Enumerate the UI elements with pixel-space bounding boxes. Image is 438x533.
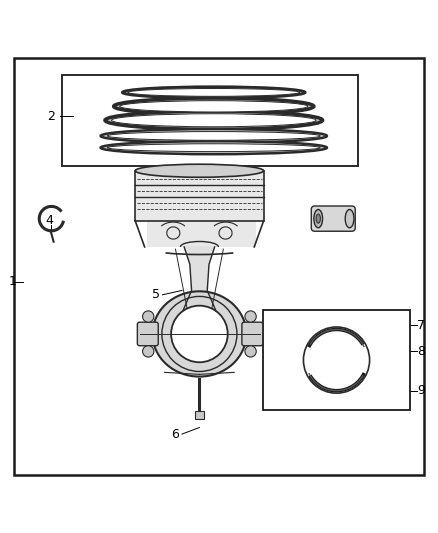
- Ellipse shape: [314, 209, 322, 228]
- Text: 6: 6: [172, 427, 180, 441]
- Text: 1: 1: [8, 275, 16, 288]
- Text: 3: 3: [321, 219, 329, 232]
- Circle shape: [245, 346, 256, 357]
- Text: 9: 9: [417, 384, 425, 397]
- Ellipse shape: [128, 88, 300, 96]
- Ellipse shape: [101, 141, 327, 154]
- Bar: [135, 171, 264, 221]
- Ellipse shape: [135, 164, 264, 177]
- Ellipse shape: [316, 214, 321, 223]
- Ellipse shape: [107, 144, 320, 151]
- Circle shape: [171, 305, 228, 362]
- FancyBboxPatch shape: [242, 322, 263, 346]
- Bar: [262, 310, 410, 410]
- Text: 4: 4: [45, 214, 53, 227]
- Circle shape: [143, 311, 154, 322]
- Bar: [194, 411, 204, 419]
- FancyBboxPatch shape: [311, 206, 355, 231]
- Ellipse shape: [112, 114, 316, 127]
- Ellipse shape: [107, 132, 320, 140]
- Ellipse shape: [152, 292, 246, 377]
- Ellipse shape: [101, 129, 327, 143]
- Bar: [62, 75, 358, 166]
- Ellipse shape: [122, 87, 305, 98]
- Text: 7: 7: [417, 319, 425, 332]
- Polygon shape: [177, 247, 222, 334]
- FancyBboxPatch shape: [138, 322, 158, 346]
- Text: 8: 8: [417, 345, 425, 358]
- Circle shape: [245, 311, 256, 322]
- Circle shape: [143, 346, 154, 357]
- Ellipse shape: [114, 98, 314, 115]
- Bar: [147, 221, 256, 247]
- Ellipse shape: [120, 101, 308, 112]
- Text: 2: 2: [47, 110, 55, 123]
- Ellipse shape: [105, 111, 322, 130]
- Ellipse shape: [345, 209, 354, 228]
- Text: 5: 5: [152, 288, 160, 301]
